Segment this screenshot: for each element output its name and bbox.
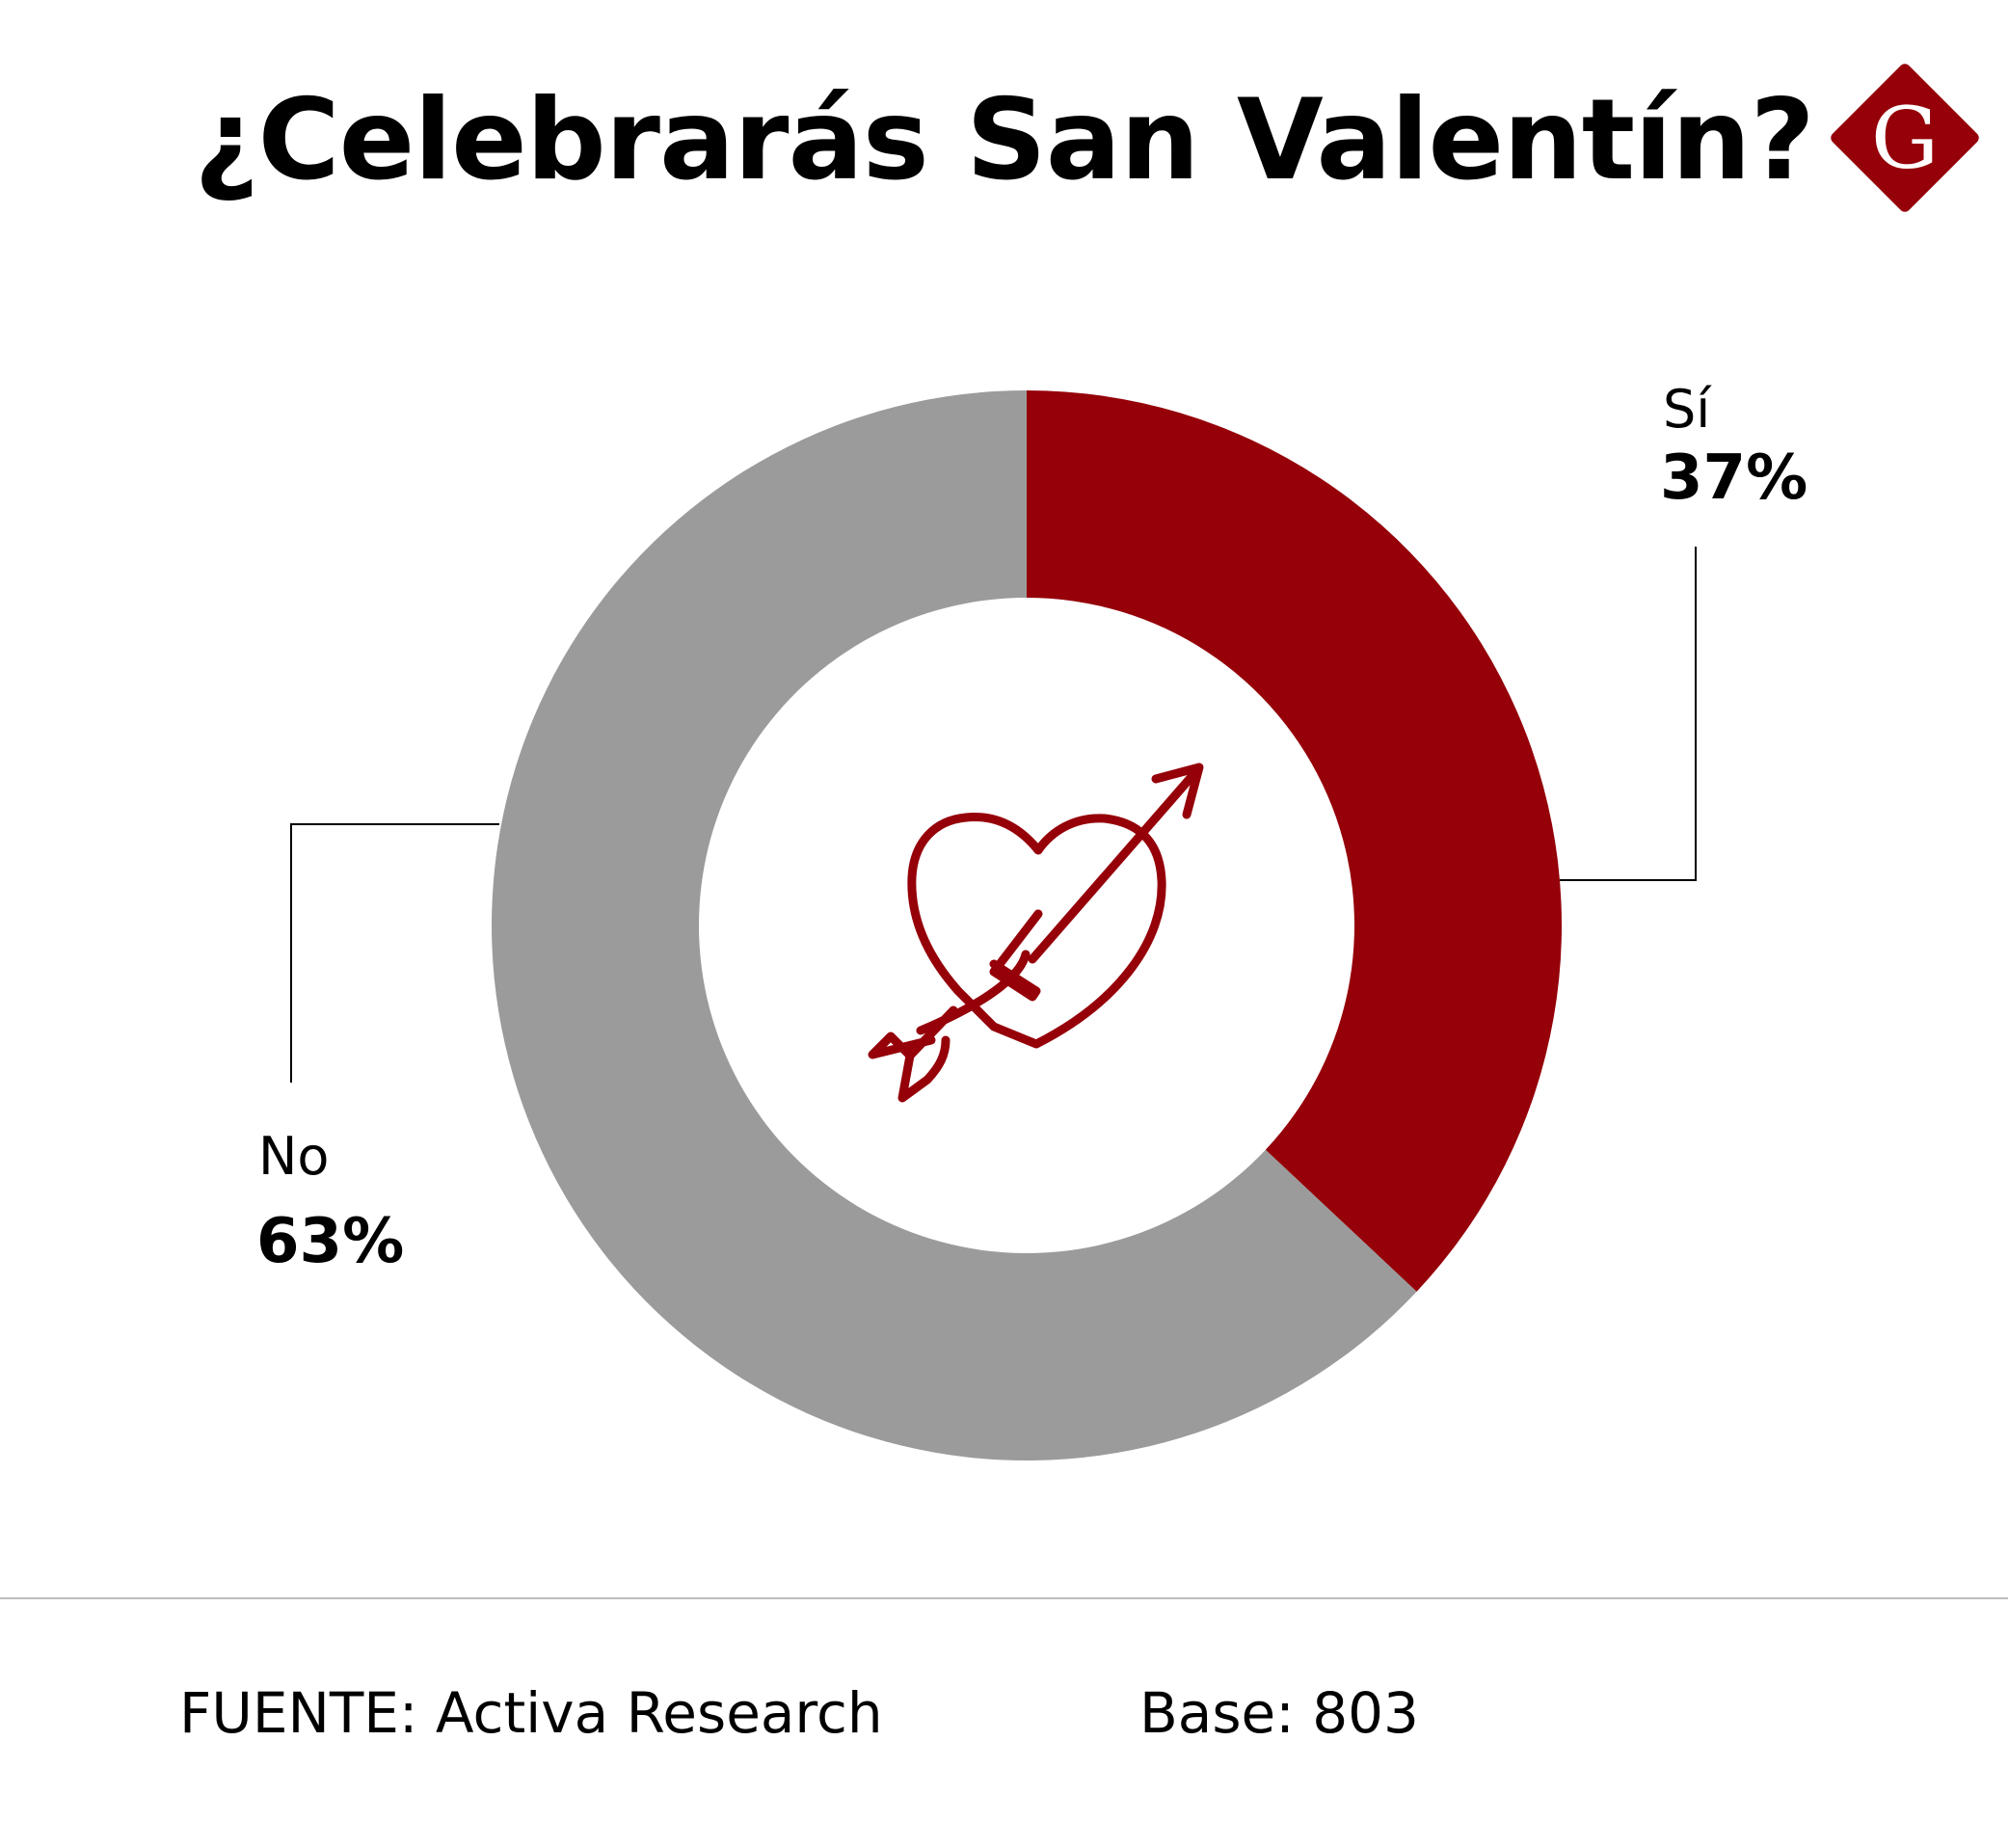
heart-with-arrow-icon: [868, 763, 1204, 1103]
donut-slices: [492, 390, 1563, 1460]
si-connector-line: [1560, 547, 1697, 881]
no-connector-line: [290, 823, 499, 1083]
footer-divider: [0, 1597, 2008, 1599]
si-label: Sí: [1663, 379, 1711, 440]
base-note: Base: 803: [1139, 1680, 1419, 1746]
donut-slice-no: [492, 390, 1417, 1460]
brand-logo: G: [1831, 64, 1979, 212]
si-value-label: 37%: [1660, 442, 1808, 514]
no-label: No: [258, 1126, 330, 1187]
page-title: ¿Celebrarás San Valentín?: [194, 75, 1815, 205]
logo-diamond: [1831, 64, 1979, 212]
source-note: FUENTE: Activa Research: [179, 1680, 883, 1746]
no-value-label: 63%: [256, 1206, 405, 1277]
logo-letter: G: [1871, 89, 1939, 188]
donut-slice-si: [1027, 390, 1563, 1292]
